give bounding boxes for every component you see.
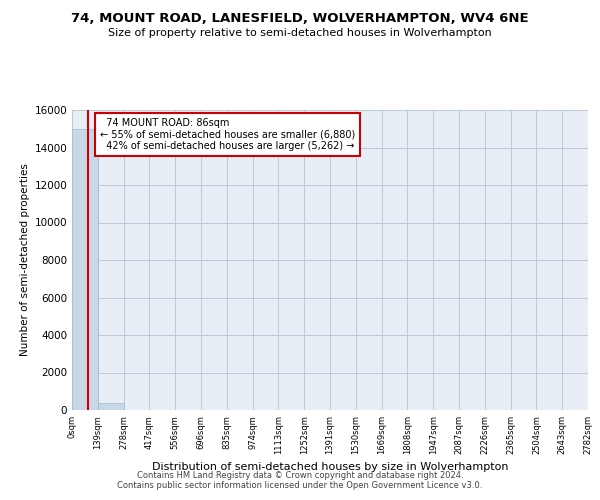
X-axis label: Distribution of semi-detached houses by size in Wolverhampton: Distribution of semi-detached houses by … xyxy=(152,462,508,472)
Text: Size of property relative to semi-detached houses in Wolverhampton: Size of property relative to semi-detach… xyxy=(108,28,492,38)
Text: 74 MOUNT ROAD: 86sqm
← 55% of semi-detached houses are smaller (6,880)
  42% of : 74 MOUNT ROAD: 86sqm ← 55% of semi-detac… xyxy=(100,118,355,150)
Bar xyxy=(72,128,98,410)
Y-axis label: Number of semi-detached properties: Number of semi-detached properties xyxy=(20,164,30,356)
Bar xyxy=(98,402,124,410)
Text: Contains HM Land Registry data © Crown copyright and database right 2024.
Contai: Contains HM Land Registry data © Crown c… xyxy=(118,470,482,490)
Text: 74, MOUNT ROAD, LANESFIELD, WOLVERHAMPTON, WV4 6NE: 74, MOUNT ROAD, LANESFIELD, WOLVERHAMPTO… xyxy=(71,12,529,26)
